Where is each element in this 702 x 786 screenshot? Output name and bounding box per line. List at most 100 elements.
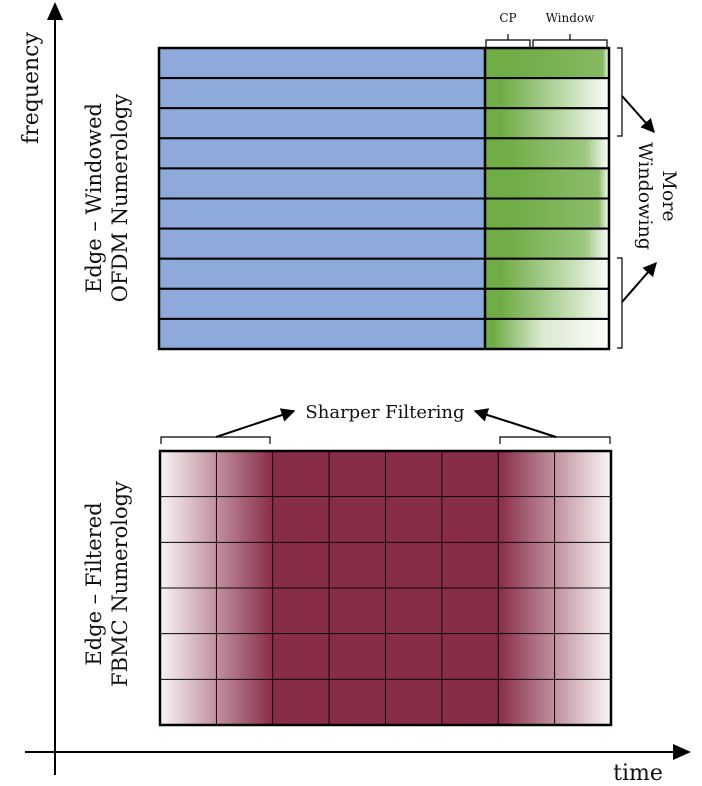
ofdm-row-body [158, 167, 486, 200]
ofdm-row-body [158, 197, 486, 230]
ofdm-row-cp-window [484, 227, 610, 260]
ofdm-row-cp-window [484, 47, 610, 80]
fbmc-cell [497, 541, 556, 589]
cp-brace [485, 34, 531, 47]
cp-label: CP [499, 11, 516, 25]
ofdm-row-cp-window [484, 137, 610, 170]
axes: frequency time [19, 2, 691, 786]
window-label: Window [546, 11, 596, 25]
fbmc-cell [385, 450, 443, 498]
sharper-filtering-annotation: Sharper Filtering [160, 402, 611, 444]
ofdm-row-cp-window [484, 77, 610, 110]
ofdm-row-cp-window [484, 317, 610, 350]
fbmc-cell [272, 541, 330, 589]
ofdm-rows [158, 47, 610, 350]
ofdm-row-cp-window [484, 257, 610, 290]
fbmc-cell [328, 541, 386, 589]
fbmc-cell [441, 678, 499, 726]
ofdm-row-body [158, 107, 486, 140]
fbmc-cell [497, 587, 556, 635]
fbmc-cell [385, 587, 443, 635]
fbmc-cell [328, 678, 386, 726]
fbmc-cell [215, 541, 274, 589]
more-windowing-label-line2: Windowing [634, 142, 656, 250]
upper-edge-bracket [617, 47, 623, 137]
fbmc-cell [328, 587, 386, 635]
fbmc-label-line1: Edge – Filtered [82, 502, 106, 665]
ofdm-block [157, 46, 611, 351]
ofdm-row-body [158, 257, 486, 290]
y-axis-arrowhead [47, 2, 63, 20]
fbmc-cell [272, 496, 330, 543]
ofdm-row-body [158, 227, 486, 260]
fbmc-cell [554, 633, 612, 680]
fbmc-cell [272, 678, 330, 726]
x-axis-label: time [613, 761, 663, 786]
fbmc-cell [385, 678, 443, 726]
ofdm-label-line2: OFDM Numerology [108, 94, 132, 303]
fbmc-cell [215, 450, 274, 498]
window-brace [532, 34, 608, 47]
ofdm-outline [157, 46, 611, 351]
sharper-filtering-label: Sharper Filtering [305, 402, 464, 423]
fbmc-cell [497, 450, 556, 498]
y-axis-label: frequency [19, 31, 44, 143]
fbmc-cell [441, 633, 499, 680]
fbmc-cell [272, 633, 330, 680]
fbmc-cell [441, 587, 499, 635]
more-windowing-label-line1: More [658, 170, 680, 221]
fbmc-cell [272, 587, 330, 635]
lower-windowing-arrow [621, 261, 657, 303]
upper-windowing-arrow [621, 95, 655, 134]
fbmc-cell [385, 496, 443, 543]
ofdm-row-body [158, 287, 486, 320]
fbmc-cell [159, 450, 217, 498]
fbmc-cell [215, 587, 274, 635]
fbmc-cell [215, 678, 274, 726]
fbmc-cell [441, 541, 499, 589]
ofdm-row-body [158, 77, 486, 110]
fbmc-cell [215, 496, 274, 543]
fbmc-cell [554, 678, 612, 726]
ofdm-row-cp-window [484, 107, 610, 140]
more-windowing-annotation: More Windowing [617, 47, 680, 349]
ofdm-row-cp-window [484, 167, 610, 200]
fbmc-cell [554, 450, 612, 498]
fbmc-cell [159, 678, 217, 726]
ofdm-label-line1: Edge – Windowed [82, 103, 106, 293]
fbmc-cell [554, 541, 612, 589]
ofdm-row-body [158, 137, 486, 170]
fbmc-cell [215, 633, 274, 680]
fbmc-cell [272, 450, 330, 498]
ofdm-row-cp-window [484, 287, 610, 320]
fbmc-cell [328, 450, 386, 498]
fbmc-outline [158, 449, 613, 727]
left-filter-arrow [215, 408, 296, 438]
fbmc-cell [159, 587, 217, 635]
fbmc-cell [554, 587, 612, 635]
fbmc-cell [441, 450, 499, 498]
cp-window-braces: CP Window [485, 11, 608, 47]
fbmc-cell [159, 633, 217, 680]
fbmc-cell [159, 541, 217, 589]
fbmc-cell [441, 496, 499, 543]
fbmc-cell [328, 633, 386, 680]
fbmc-cell [385, 541, 443, 589]
fbmc-cell [328, 496, 386, 543]
fbmc-block [158, 449, 613, 727]
fbmc-cell [554, 496, 612, 543]
right-filter-arrow [473, 408, 557, 438]
fbmc-label-line2: FBMC Numerology [108, 481, 132, 687]
ofdm-row-body [158, 47, 486, 80]
fbmc-cells [159, 450, 612, 726]
fbmc-cell [497, 496, 556, 543]
fbmc-cell [497, 633, 556, 680]
fbmc-cell [497, 678, 556, 726]
x-axis-arrowhead [673, 744, 691, 760]
ofdm-row-cp-window [484, 197, 610, 230]
ofdm-row-body [158, 317, 486, 350]
right-filter-bracket [499, 436, 611, 444]
lower-edge-bracket [617, 257, 623, 349]
fbmc-cell [385, 633, 443, 680]
